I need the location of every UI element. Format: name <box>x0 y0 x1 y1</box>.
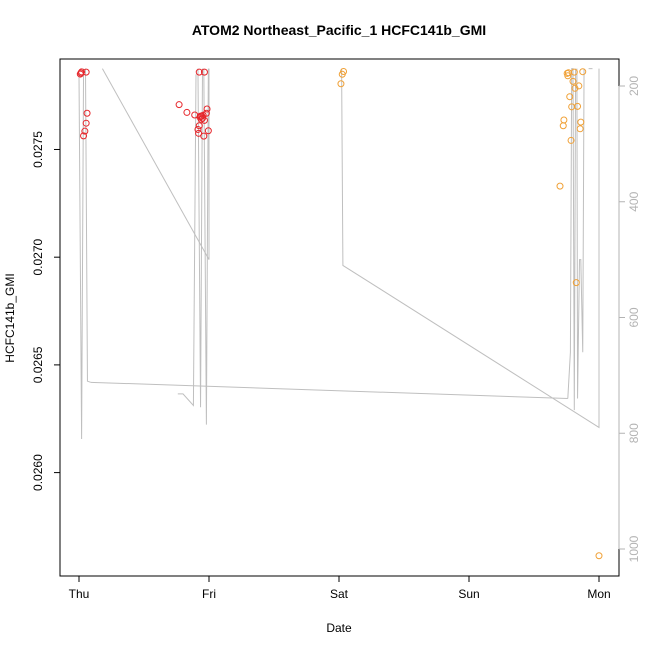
data-point <box>195 122 203 130</box>
pressure-trace-segment <box>203 68 209 425</box>
y-axis-label: HCFC141b_GMI <box>3 273 17 362</box>
pressure-trace-segment <box>177 74 197 407</box>
data-point <box>595 552 603 560</box>
data-point <box>200 132 208 140</box>
data-point <box>579 68 587 76</box>
chart-title: ATOM2 Northeast_Pacific_1 HCFC141b_GMI <box>192 22 486 38</box>
x-tick-label: Sun <box>458 587 479 601</box>
data-point <box>195 68 203 76</box>
pressure-trace-segment <box>197 68 203 408</box>
data-point <box>567 136 575 144</box>
data-point <box>195 129 203 137</box>
data-point <box>197 115 205 123</box>
data-point <box>200 116 208 124</box>
data-point <box>204 127 212 135</box>
pressure-trace-segment <box>341 68 600 429</box>
data-point <box>80 132 88 140</box>
y-tick-label: 0.0265 <box>31 346 45 383</box>
pressure-trace-segment <box>101 68 210 260</box>
y2-tick-label: 1000 <box>627 535 641 562</box>
y2-tick-label: 800 <box>627 423 641 443</box>
y2-tick-label: 600 <box>627 307 641 327</box>
data-point <box>199 114 206 122</box>
data-point <box>81 127 89 135</box>
pressure-trace-segment <box>78 68 85 440</box>
pressure-trace-segment <box>567 68 577 411</box>
secondary-y-axis: 200 400 600 800 1000 <box>618 76 641 562</box>
data-point <box>183 108 191 116</box>
data-point <box>566 93 574 101</box>
x-tick-label: Mon <box>587 587 610 601</box>
data-point <box>194 125 202 133</box>
y-tick-label: 0.0260 <box>31 454 45 491</box>
data-point <box>574 102 582 110</box>
data-point <box>570 68 578 76</box>
data-points-layer <box>76 67 603 560</box>
pressure-trace-layer <box>78 68 600 440</box>
data-point <box>572 279 580 287</box>
data-point <box>576 125 584 133</box>
y-tick-label: 0.0270 <box>31 239 45 276</box>
data-point <box>340 67 348 75</box>
x-tick-label: Sat <box>330 587 349 601</box>
data-point <box>202 109 210 117</box>
data-point <box>577 118 585 126</box>
data-point <box>571 84 579 92</box>
y-tick-label: 0.0275 <box>31 131 45 168</box>
data-point <box>78 68 86 76</box>
data-point <box>564 72 572 80</box>
pressure-trace-segment <box>576 68 585 399</box>
data-point <box>203 105 211 113</box>
pressure-trace-segment <box>90 381 568 400</box>
data-point <box>556 182 564 190</box>
plot-frame <box>59 58 620 577</box>
y2-tick-label: 400 <box>627 191 641 211</box>
data-point <box>575 82 583 90</box>
data-point <box>82 119 90 127</box>
data-point <box>82 68 90 76</box>
data-point <box>83 109 91 117</box>
data-point <box>569 77 577 85</box>
data-point <box>337 80 345 88</box>
y-axis: 0.0260 0.0265 0.0270 0.0275 <box>31 131 61 491</box>
y2-tick-label: 200 <box>627 76 641 96</box>
data-point <box>559 122 567 130</box>
x-tick-label: Thu <box>69 587 90 601</box>
pressure-trace-segment <box>85 68 91 383</box>
data-point <box>200 68 208 76</box>
x-axis: Thu Fri Sat Sun Mon <box>69 575 611 601</box>
data-point <box>175 101 183 109</box>
x-axis-label: Date <box>326 621 352 635</box>
data-point <box>560 116 568 124</box>
x-tick-label: Fri <box>202 587 216 601</box>
